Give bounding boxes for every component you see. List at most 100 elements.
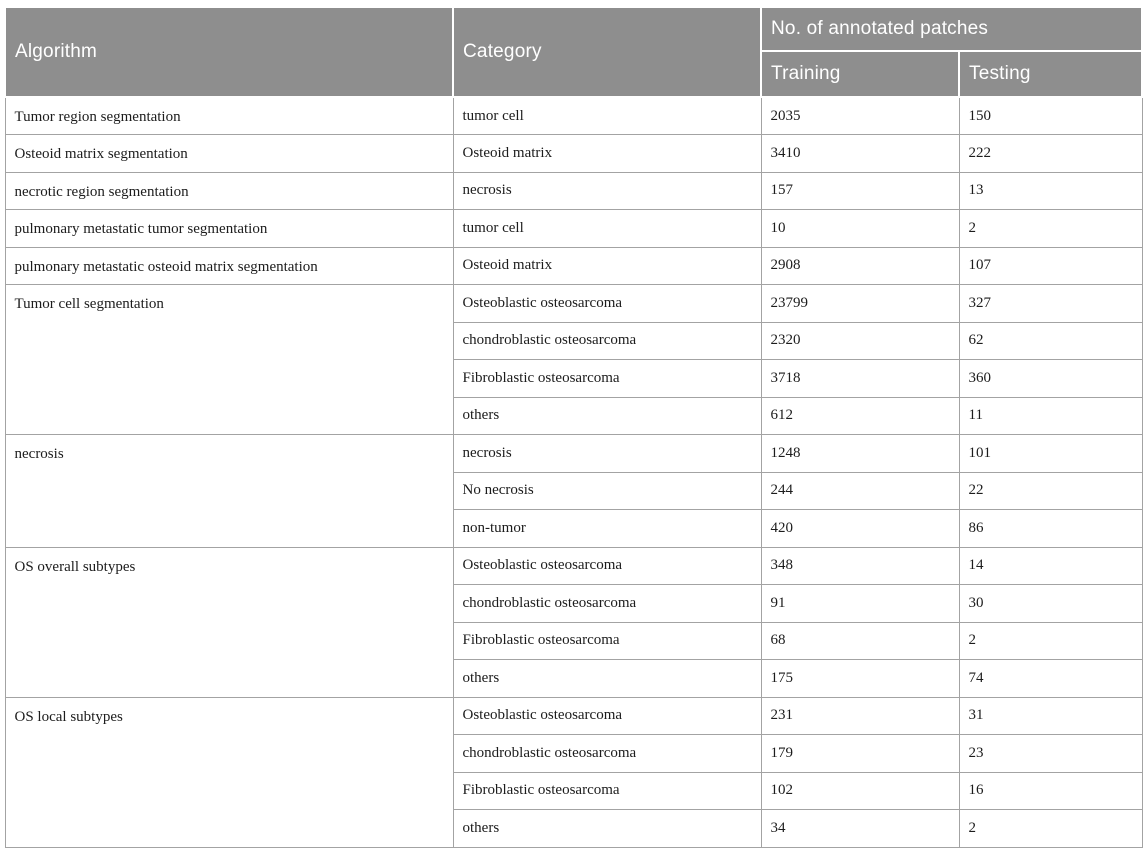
category-cell: Fibroblastic osteosarcoma [452,771,762,810]
table-row: others 175 74 [5,659,1143,698]
training-cell: 2035 [760,96,960,135]
category-cell: others [452,809,762,848]
category-cell: Osteoid matrix [452,246,762,285]
col-header-algorithm: Algorithm [4,6,454,98]
training-cell: 420 [760,509,960,548]
table-row: Tumor cell segmentation Osteoblastic oste… [4,284,1143,435]
table-row: pulmonary metastatic osteoid matrix segm… [4,246,1143,285]
testing-cell: 14 [958,546,1143,585]
col-header-patches: No. of annotated patches [760,6,1143,52]
training-cell: 102 [760,771,960,810]
category-cell: Fibroblastic osteosarcoma [452,621,762,660]
category-cell: Osteoblastic osteosarcoma [452,284,762,323]
table-row: Tumor region segmentation tumor cell 2035 1… [4,96,1143,135]
table-row: OS overall subtypes Osteoblastic osteosar… [4,546,1143,698]
category-cell: Fibroblastic osteosarcoma [452,359,762,398]
header-row-top: Algorithm Category No. of annotated patc… [4,6,1143,98]
training-cell: 68 [760,621,960,660]
category-cell: necrosis [452,434,762,473]
table-row: necrosis necrosis 1248 101 [4,434,1143,548]
category-cell: Osteoid matrix [452,134,762,173]
training-cell: 1248 [760,434,960,473]
training-cell: 3718 [760,359,960,398]
category-cell: chondroblastic osteosarcoma [452,734,762,773]
testing-cell: 11 [958,396,1143,435]
training-cell: 10 [760,209,960,248]
training-cell: 348 [760,546,960,585]
category-cell: non-tumor [452,509,762,548]
testing-cell: 31 [958,696,1143,735]
algorithm-cell: Tumor region segmentation [4,96,454,135]
testing-cell: 86 [958,509,1143,548]
table-row: non-tumor 420 86 [5,509,1143,548]
category-cell: No necrosis [452,471,762,510]
table-row: chondroblastic osteosarcoma 2320 62 [5,321,1143,360]
algorithm-cell: Tumor cell segmentation [4,284,454,435]
table-row: OS local subtypes Osteoblastic osteosarco… [4,696,1143,848]
testing-cell: 150 [958,96,1143,135]
testing-cell: 22 [958,471,1143,510]
training-cell: 244 [760,471,960,510]
page-content: Algorithm Category No. of annotated patc… [4,6,1143,848]
col-header-category: Category [452,6,762,98]
category-cell: Osteoblastic osteosarcoma [452,696,762,735]
algorithm-cell: pulmonary metastatic osteoid matrix segm… [4,246,454,285]
algorithm-cell: necrotic region segmentation [4,171,454,210]
testing-cell: 13 [958,171,1143,210]
testing-cell: 101 [958,434,1143,473]
training-cell: 175 [760,659,960,698]
category-cell: chondroblastic osteosarcoma [452,321,762,360]
training-cell: 2908 [760,246,960,285]
testing-cell: 2 [958,809,1143,848]
header-row-sub: Training Testing [5,50,1143,98]
testing-cell: 16 [958,771,1143,810]
category-cell: others [452,659,762,698]
testing-cell: 74 [958,659,1143,698]
category-cell: tumor cell [452,96,762,135]
table-row: necrotic region segmentation necrosis 157 1… [4,171,1143,210]
training-cell: 231 [760,696,960,735]
category-cell: others [452,396,762,435]
algorithm-cell: necrosis [4,434,454,548]
training-cell: 23799 [760,284,960,323]
table-row: Fibroblastic osteosarcoma 102 16 [5,771,1143,810]
category-cell: chondroblastic osteosarcoma [452,584,762,623]
category-cell: necrosis [452,171,762,210]
algorithm-cell: pulmonary metastatic tumor segmentation [4,209,454,248]
testing-cell: 222 [958,134,1143,173]
col-header-training: Training [760,50,960,98]
col-header-testing: Testing [958,50,1143,98]
table-header: Algorithm Category No. of annotated patc… [4,6,1143,98]
table-row: chondroblastic osteosarcoma 91 30 [5,584,1143,623]
testing-cell: 2 [958,209,1143,248]
testing-cell: 30 [958,584,1143,623]
training-cell: 179 [760,734,960,773]
table-row: others 34 2 [5,809,1143,848]
table-row: Fibroblastic osteosarcoma 3718 360 [5,359,1143,398]
training-cell: 612 [760,396,960,435]
algorithm-cell: Osteoid matrix segmentation [4,134,454,173]
training-cell: 34 [760,809,960,848]
table-row: Osteoid matrix segmentation Osteoid matri… [4,134,1143,173]
training-cell: 3410 [760,134,960,173]
testing-cell: 107 [958,246,1143,285]
testing-cell: 62 [958,321,1143,360]
algorithm-cell: OS overall subtypes [4,546,454,698]
testing-cell: 23 [958,734,1143,773]
training-cell: 91 [760,584,960,623]
training-cell: 2320 [760,321,960,360]
table-row: chondroblastic osteosarcoma 179 23 [5,734,1143,773]
annotation-table: Algorithm Category No. of annotated patc… [4,6,1143,848]
table-row: others 612 11 [5,396,1143,435]
testing-cell: 327 [958,284,1143,323]
table-row: No necrosis 244 22 [5,471,1143,510]
category-cell: Osteoblastic osteosarcoma [452,546,762,585]
table-row: Fibroblastic osteosarcoma 68 2 [5,621,1143,660]
testing-cell: 2 [958,621,1143,660]
category-cell: tumor cell [452,209,762,248]
table-row: pulmonary metastatic tumor segmentation t… [4,209,1143,248]
table-body: Tumor region segmentation tumor cell 2035 1… [4,96,1143,848]
algorithm-cell: OS local subtypes [4,696,454,848]
testing-cell: 360 [958,359,1143,398]
training-cell: 157 [760,171,960,210]
